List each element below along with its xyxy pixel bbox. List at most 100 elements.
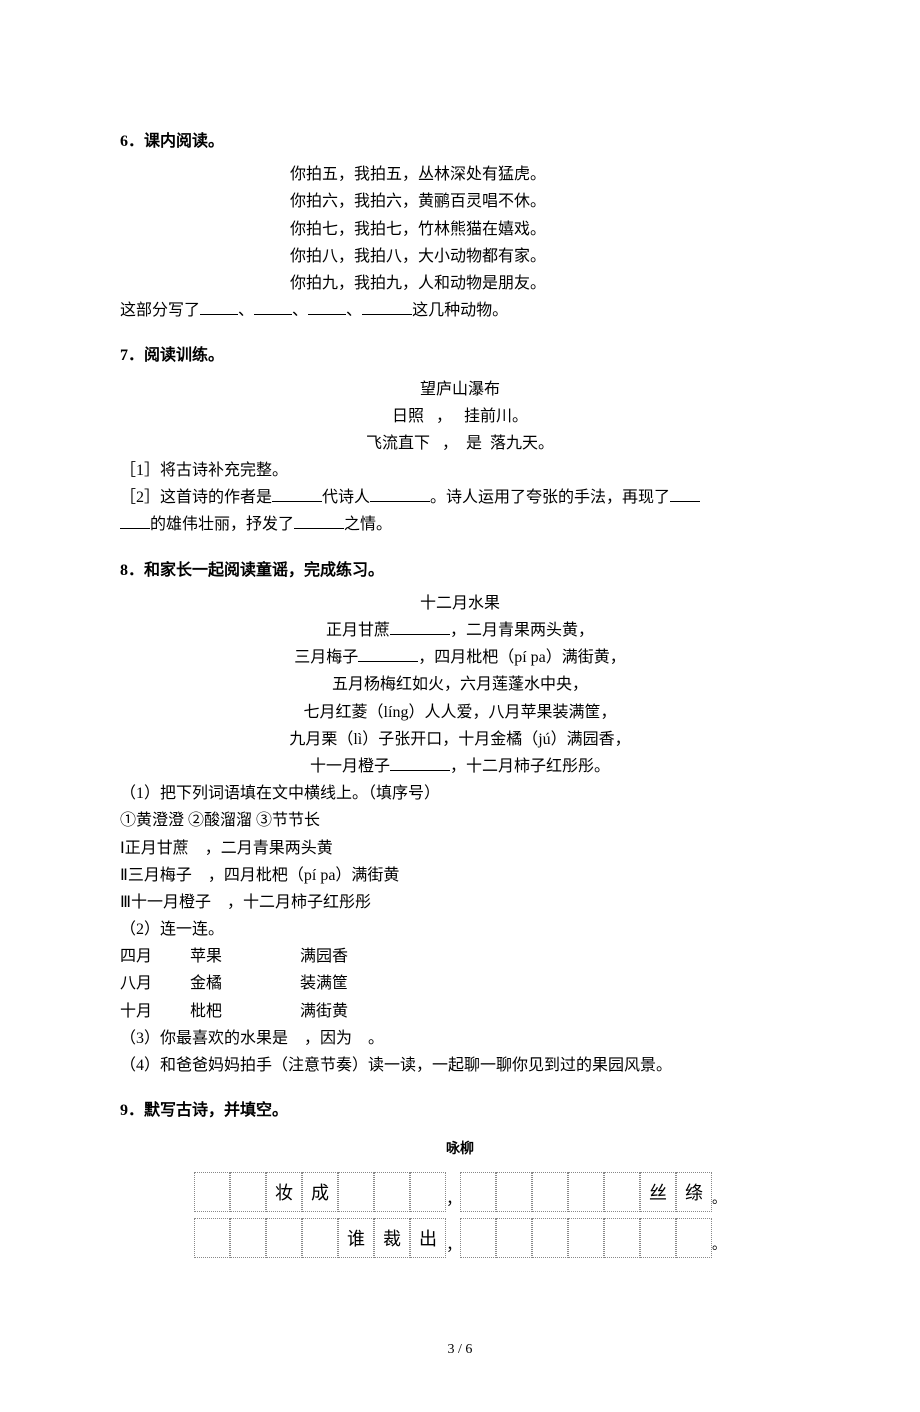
match-c1: 四月 <box>120 943 190 970</box>
text: ， <box>436 408 452 425</box>
q7-heading: 7．阅读训练。 <box>120 342 800 369</box>
q8-sub2: （2）连一连。 <box>120 916 800 943</box>
q8-fill2: Ⅱ三月梅子 ，四月枇杷（pí pa）满街黄 <box>120 862 800 889</box>
q7-poem-line-1: 日照 ， 挂前川。 <box>120 403 800 430</box>
q8-line-p3: 九月栗（lì）子张开口，十月金橘（jú）满园香， <box>120 726 800 753</box>
cell[interactable] <box>230 1218 266 1258</box>
q9-heading: 9．默写古诗，并填空。 <box>120 1097 800 1124</box>
cell: 谁 <box>338 1218 374 1258</box>
cell[interactable] <box>266 1218 302 1258</box>
q6-summary-prefix: 这部分写了 <box>120 302 200 319</box>
text: 日照 <box>392 408 424 425</box>
match-c3: 装满筐 <box>300 970 410 997</box>
text: ，十二月柿子红彤彤。 <box>450 758 610 775</box>
cell[interactable] <box>496 1218 532 1258</box>
match-c2: 金橘 <box>190 970 300 997</box>
text: ，四月枇杷（pí pa）满街黄， <box>418 649 626 666</box>
text: 的雄伟壮丽，抒发了 <box>150 516 294 533</box>
blank[interactable] <box>254 297 292 315</box>
text: ， <box>442 435 458 452</box>
q7-item2: ［2］这首诗的作者是 代诗人 。诗人运用了夸张的手法，再现了 <box>120 484 800 511</box>
match-c1: 八月 <box>120 970 190 997</box>
comma: ， <box>446 1172 460 1212</box>
q7-item1: ［1］将古诗补充完整。 <box>120 457 800 484</box>
blank[interactable] <box>358 644 418 662</box>
cell[interactable] <box>640 1218 676 1258</box>
blank[interactable] <box>670 484 700 502</box>
q8-line-p2: 七月红菱（líng）人人爱，八月苹果装满筐， <box>120 699 800 726</box>
q6-line-5: 你拍九，我拍九，人和动物是朋友。 <box>120 270 800 297</box>
text: 代诗人 <box>322 489 370 506</box>
sep: 、 <box>292 302 308 319</box>
q9-row1: 妆 成 ， 丝 绦 。 <box>120 1172 800 1212</box>
q8-match-row2: 八月 金橘 装满筐 <box>120 970 800 997</box>
text: 飞流直下 <box>366 435 430 452</box>
q6-summary-suffix: 这几种动物。 <box>412 302 508 319</box>
blank[interactable] <box>200 297 238 315</box>
cell[interactable] <box>410 1172 446 1212</box>
q8-line-last: 十一月橙子 ，十二月柿子红彤彤。 <box>120 753 800 780</box>
q8-fill1: Ⅰ正月甘蔗 ，二月青果两头黄 <box>120 835 800 862</box>
text: 是 <box>466 435 482 452</box>
q8-line-p1: 五月杨梅红如火，六月莲蓬水中央， <box>120 671 800 698</box>
cell[interactable] <box>460 1218 496 1258</box>
match-c2: 苹果 <box>190 943 300 970</box>
cell: 成 <box>302 1172 338 1212</box>
period: 。 <box>712 1218 726 1258</box>
q6-summary: 这部分写了 、 、 、 这几种动物。 <box>120 297 800 324</box>
text: ，二月青果两头黄， <box>450 622 594 639</box>
match-c3: 满园香 <box>300 943 410 970</box>
q8-title: 十二月水果 <box>120 590 800 617</box>
q9-row2: 谁 裁 出 ， 。 <box>120 1218 800 1258</box>
q6-heading: 6．课内阅读。 <box>120 128 800 155</box>
blank[interactable] <box>390 753 450 771</box>
cell[interactable] <box>194 1172 230 1212</box>
cell[interactable] <box>338 1172 374 1212</box>
q8-heading: 8．和家长一起阅读童谣，完成练习。 <box>120 557 800 584</box>
blank[interactable] <box>370 484 430 502</box>
blank[interactable] <box>120 511 150 529</box>
blank[interactable] <box>272 484 322 502</box>
cell[interactable] <box>496 1172 532 1212</box>
q6-line-3: 你拍七，我拍七，竹林熊猫在嬉戏。 <box>120 216 800 243</box>
q8-options: ①黄澄澄 ②酸溜溜 ③节节长 <box>120 807 800 834</box>
cell[interactable] <box>374 1172 410 1212</box>
q8-sub1: （1）把下列词语填在文中横线上。（填序号） <box>120 780 800 807</box>
cell[interactable] <box>532 1218 568 1258</box>
cell[interactable] <box>676 1218 712 1258</box>
text: 正月甘蔗 <box>326 622 390 639</box>
text: 。诗人运用了夸张的手法，再现了 <box>430 489 670 506</box>
cell[interactable] <box>194 1218 230 1258</box>
q8-sub3: （3）你最喜欢的水果是 ，因为 。 <box>120 1025 800 1052</box>
match-c1: 十月 <box>120 998 190 1025</box>
q6-line-4: 你拍八，我拍八，大小动物都有家。 <box>120 243 800 270</box>
cell[interactable] <box>604 1172 640 1212</box>
cell[interactable] <box>604 1218 640 1258</box>
blank[interactable] <box>390 617 450 635</box>
cell: 绦 <box>676 1172 712 1212</box>
cell: 妆 <box>266 1172 302 1212</box>
text: 十一月橙子 <box>310 758 390 775</box>
cell[interactable] <box>568 1172 604 1212</box>
cell[interactable] <box>230 1172 266 1212</box>
blank[interactable] <box>294 511 344 529</box>
text: 之情。 <box>344 516 392 533</box>
sep: 、 <box>346 302 362 319</box>
q8-match-row1: 四月 苹果 满园香 <box>120 943 800 970</box>
cell[interactable] <box>568 1218 604 1258</box>
blank[interactable] <box>308 297 346 315</box>
period: 。 <box>712 1172 726 1212</box>
sep: 、 <box>238 302 254 319</box>
q6-line-1: 你拍五，我拍五，丛林深处有猛虎。 <box>120 161 800 188</box>
text: 三月梅子 <box>294 649 358 666</box>
text: ［2］这首诗的作者是 <box>120 489 272 506</box>
cell[interactable] <box>532 1172 568 1212</box>
match-c3: 满街黄 <box>300 998 410 1025</box>
cell[interactable] <box>460 1172 496 1212</box>
blank[interactable] <box>362 297 412 315</box>
q6-line-2: 你拍六，我拍六，黄鹂百灵唱不休。 <box>120 188 800 215</box>
match-c2: 枇杷 <box>190 998 300 1025</box>
q8-sub4: （4）和爸爸妈妈拍手（注意节奏）读一读，一起聊一聊你见到过的果园风景。 <box>120 1052 800 1079</box>
q9-table-title: 咏柳 <box>120 1138 800 1162</box>
cell[interactable] <box>302 1218 338 1258</box>
